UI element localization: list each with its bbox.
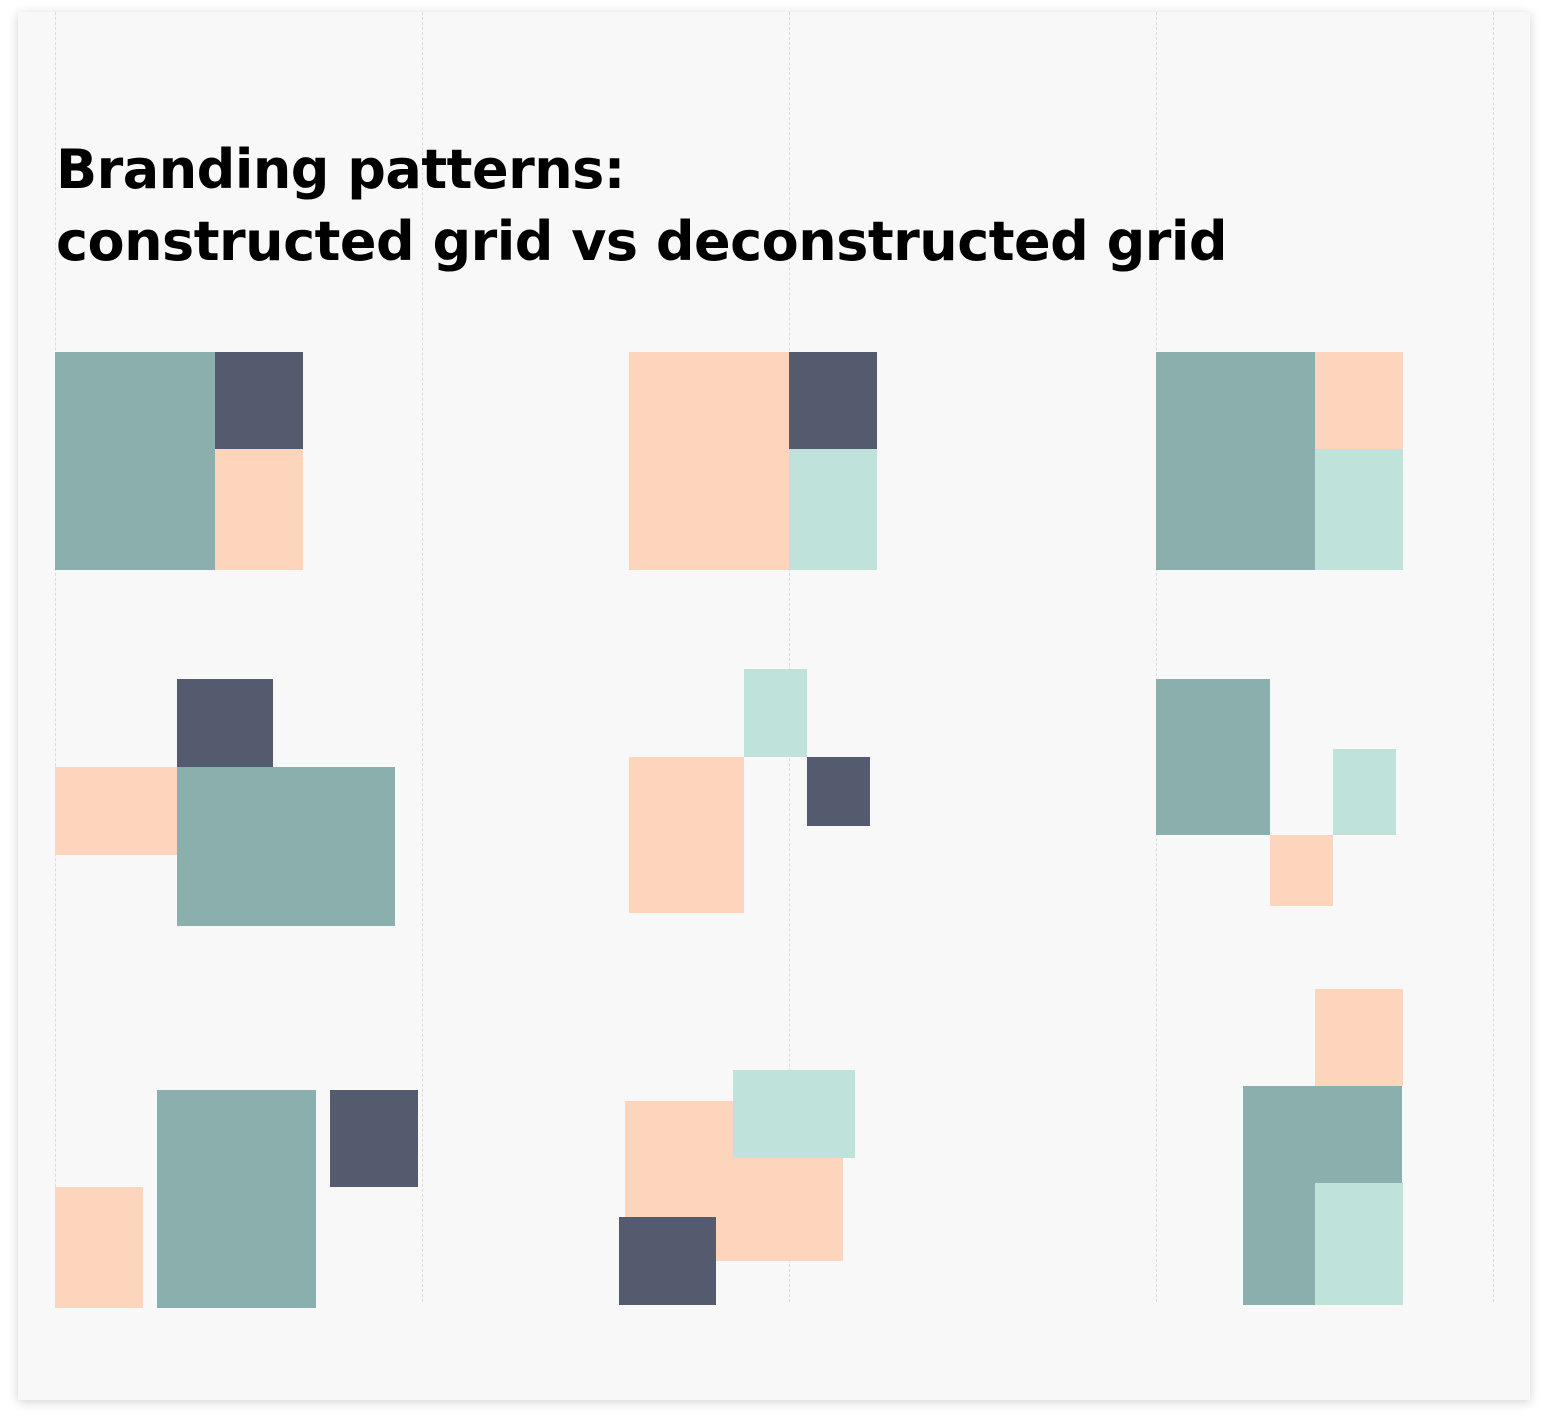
grid-guide-3 — [789, 12, 790, 1302]
teal-block — [177, 767, 395, 926]
mint-block — [744, 669, 807, 757]
peach-block — [629, 757, 744, 913]
teal-block — [157, 1090, 316, 1308]
grid-guide-1 — [55, 12, 56, 1302]
page-title: Branding patterns: constructed grid vs d… — [56, 134, 1228, 278]
peach-block — [55, 1187, 143, 1308]
canvas: Branding patterns: constructed grid vs d… — [18, 12, 1530, 1400]
teal-block — [55, 352, 215, 570]
mint-block — [733, 1070, 855, 1158]
peach-block — [629, 352, 789, 570]
peach-block — [1315, 989, 1403, 1086]
grid-guide-4 — [1156, 12, 1157, 1302]
mint-block — [1315, 449, 1403, 570]
navy-block — [177, 679, 273, 767]
navy-block — [807, 757, 870, 826]
peach-block — [55, 767, 177, 855]
grid-guide-5 — [1493, 12, 1494, 1302]
peach-block — [1270, 835, 1333, 906]
navy-block — [215, 352, 303, 449]
grid-guide-2 — [422, 12, 423, 1302]
title-line-2: constructed grid vs deconstructed grid — [56, 210, 1228, 273]
peach-block — [215, 449, 303, 570]
mint-block — [1315, 1183, 1403, 1305]
teal-block — [1156, 352, 1315, 570]
mint-block — [789, 449, 877, 570]
navy-block — [330, 1090, 418, 1187]
navy-block — [789, 352, 877, 449]
navy-block — [619, 1217, 716, 1305]
title-line-1: Branding patterns: — [56, 138, 625, 201]
teal-block — [1156, 679, 1270, 835]
peach-block — [1315, 352, 1403, 449]
mint-block — [1333, 749, 1396, 835]
